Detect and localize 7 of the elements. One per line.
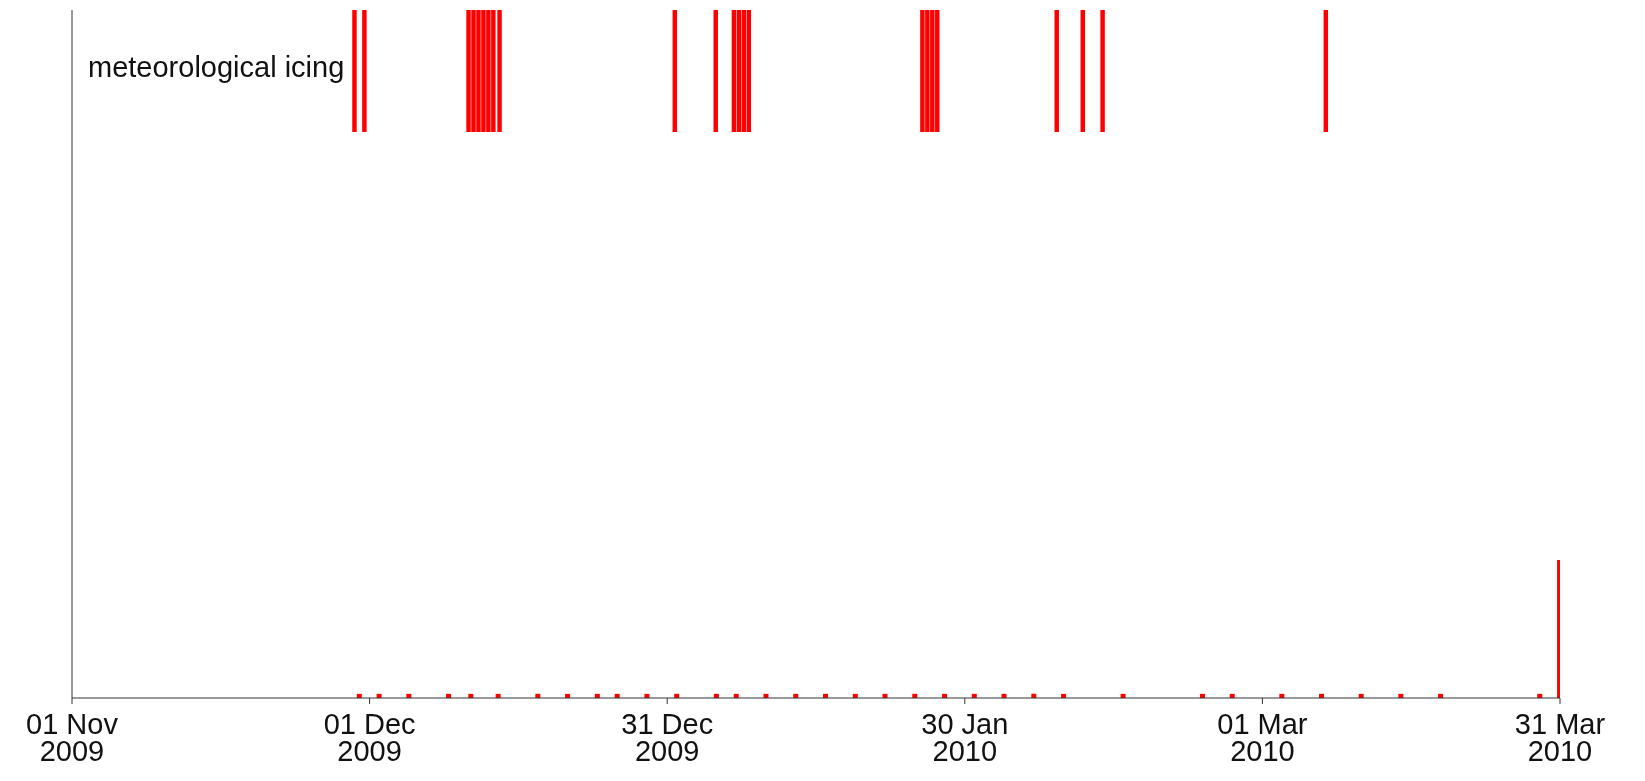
annotation: meteorological icing [88, 51, 345, 84]
x-tick-label: 01 Mar 2010 [1217, 708, 1308, 767]
x-tick-label: 30 Jan 2010 [921, 708, 1009, 767]
x-tick-label: 31 Dec 2009 [621, 708, 714, 767]
x-tick-label: 01 Dec 2009 [323, 708, 416, 767]
x-tick-label: 31 Mar 2010 [1514, 708, 1606, 767]
x-tick-label: 01 Nov 2009 [26, 708, 119, 767]
